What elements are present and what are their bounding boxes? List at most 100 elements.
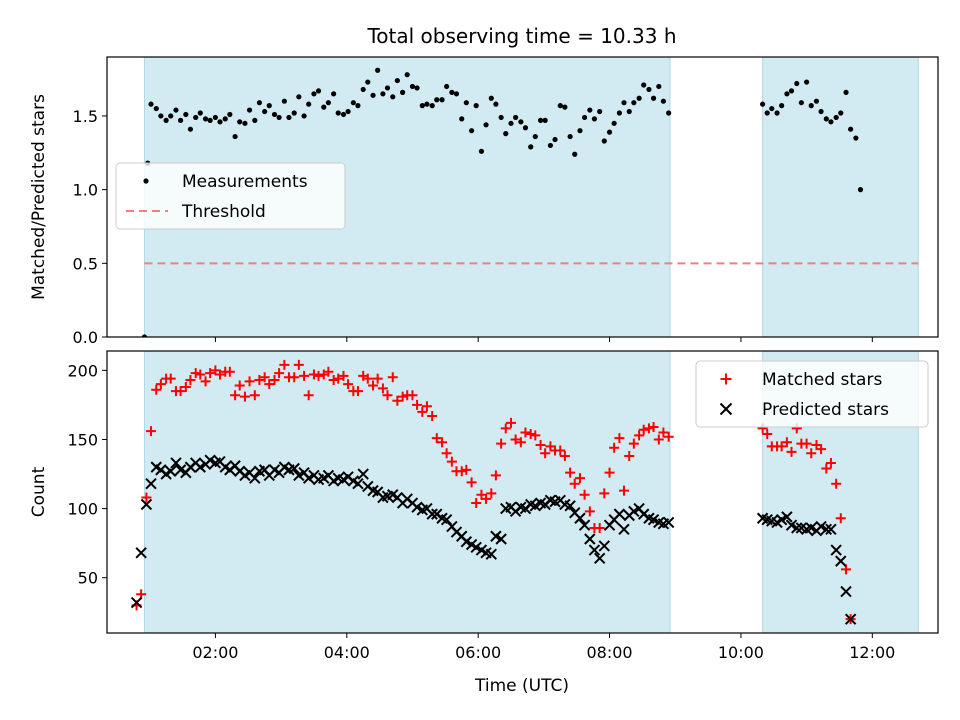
matched-stars-point xyxy=(574,473,585,484)
measurements-point xyxy=(148,101,154,107)
measurements-point xyxy=(276,114,282,121)
legend-box xyxy=(115,162,346,230)
matched-stars-point xyxy=(624,451,635,462)
matched-stars-point xyxy=(776,441,787,452)
measurements-point xyxy=(311,91,317,97)
matched-stars-point xyxy=(525,428,536,439)
measurements-point xyxy=(375,67,381,73)
matched-stars-point xyxy=(628,438,639,449)
matched-stars-point xyxy=(151,384,162,395)
measurements-point xyxy=(537,117,544,123)
measurements-point xyxy=(384,85,391,91)
matched-stars-point xyxy=(559,451,570,462)
matched-stars-point xyxy=(333,373,344,384)
x-tick-label: 06:00 xyxy=(455,643,501,662)
measurements-point xyxy=(784,91,790,97)
matched-stars-point xyxy=(293,359,304,370)
measurements-point xyxy=(246,107,253,113)
measurements-point xyxy=(453,91,460,97)
y-tick-label: 0.5 xyxy=(73,254,98,273)
measurements-point xyxy=(153,105,159,112)
axes-frame-counts xyxy=(106,350,939,634)
measurements-point xyxy=(286,114,292,121)
measurements-point xyxy=(193,114,199,121)
x-tick-label: 10:00 xyxy=(718,643,764,662)
measurements-point xyxy=(601,138,607,144)
predicted-stars-point xyxy=(588,544,601,556)
measurements-point xyxy=(404,72,410,78)
measurements-point xyxy=(853,135,859,141)
matched-stars-point xyxy=(579,489,590,500)
matched-stars-point xyxy=(259,372,270,383)
measurements-point xyxy=(616,110,622,116)
matched-stars-point xyxy=(338,370,349,381)
measurements-point xyxy=(449,89,455,95)
matched-stars-point xyxy=(328,375,339,386)
matched-stars-point xyxy=(185,375,196,386)
matched-stars-point xyxy=(609,442,620,453)
measurements-point xyxy=(547,142,554,149)
matched-stars-point xyxy=(461,464,472,475)
measurements-point xyxy=(262,108,268,115)
matched-stars-point xyxy=(663,431,674,442)
matched-stars-point xyxy=(165,373,176,384)
axes-frame-ratio xyxy=(106,56,939,338)
matched-stars-point xyxy=(155,379,166,390)
measurements-point xyxy=(232,133,238,140)
matched-stars-point xyxy=(614,433,625,444)
matched-stars-point xyxy=(653,434,664,445)
measurements-point xyxy=(256,100,263,106)
measurements-point xyxy=(400,89,406,95)
matched-stars-point xyxy=(481,493,492,504)
measurements-point xyxy=(183,111,189,118)
matched-stars-point xyxy=(343,379,354,390)
measurements-point xyxy=(463,100,469,106)
matched-stars-point xyxy=(486,488,497,499)
panel-counts: 50 100 150 200 02:00 04:00 06:00 08:00 10:00 12:0… xyxy=(29,350,939,662)
measurements-point xyxy=(212,114,218,121)
matched-stars-point xyxy=(417,406,428,417)
predicted-stars-point xyxy=(574,512,586,524)
legend-counts: Matched stars Predicted stars xyxy=(695,360,929,428)
measurements-point xyxy=(764,110,770,116)
measurements-point xyxy=(197,110,203,116)
matched-stars-point xyxy=(234,380,245,391)
y-tick-label: 100 xyxy=(67,500,98,519)
matched-stars-point xyxy=(510,434,521,445)
x-tick-label: 04:00 xyxy=(324,643,370,662)
measurements-point xyxy=(325,100,331,106)
plot-area-counts xyxy=(130,359,857,625)
measurements-point xyxy=(562,104,568,110)
measurements-point xyxy=(335,110,341,116)
matched-stars-point xyxy=(372,373,383,384)
predicted-stars-point xyxy=(613,508,626,520)
measurements-point xyxy=(488,95,494,101)
measurements-point xyxy=(468,128,475,134)
matched-stars-point xyxy=(535,440,546,450)
measurements-point xyxy=(252,117,258,123)
measurements-point xyxy=(141,334,148,337)
x-tick-label: 08:00 xyxy=(586,643,632,662)
predicted-stars-point xyxy=(781,511,793,523)
measurements-point xyxy=(788,88,795,94)
measurements-point xyxy=(168,113,174,119)
measurements-point xyxy=(650,95,657,101)
matched-stars-point xyxy=(471,498,482,509)
matched-stars-point xyxy=(565,467,576,478)
matched-stars-point xyxy=(599,488,610,499)
predicted-stars-point xyxy=(593,552,606,565)
matched-stars-point xyxy=(382,390,393,401)
measurements-point xyxy=(808,103,814,109)
matched-stars-point xyxy=(397,391,408,402)
predicted-stars-point xyxy=(440,513,453,526)
measurements-point xyxy=(804,79,810,85)
predicted-stars-point xyxy=(426,508,438,520)
measurements-point xyxy=(769,105,775,112)
measurements-point xyxy=(473,103,479,109)
measurements-point xyxy=(187,126,194,132)
chart-title: Total observing time = 10.33 h xyxy=(366,24,676,48)
measurements-point xyxy=(532,133,538,140)
measurements-point xyxy=(271,111,278,118)
matched-stars-point xyxy=(806,448,817,459)
measurements-point xyxy=(340,111,347,118)
